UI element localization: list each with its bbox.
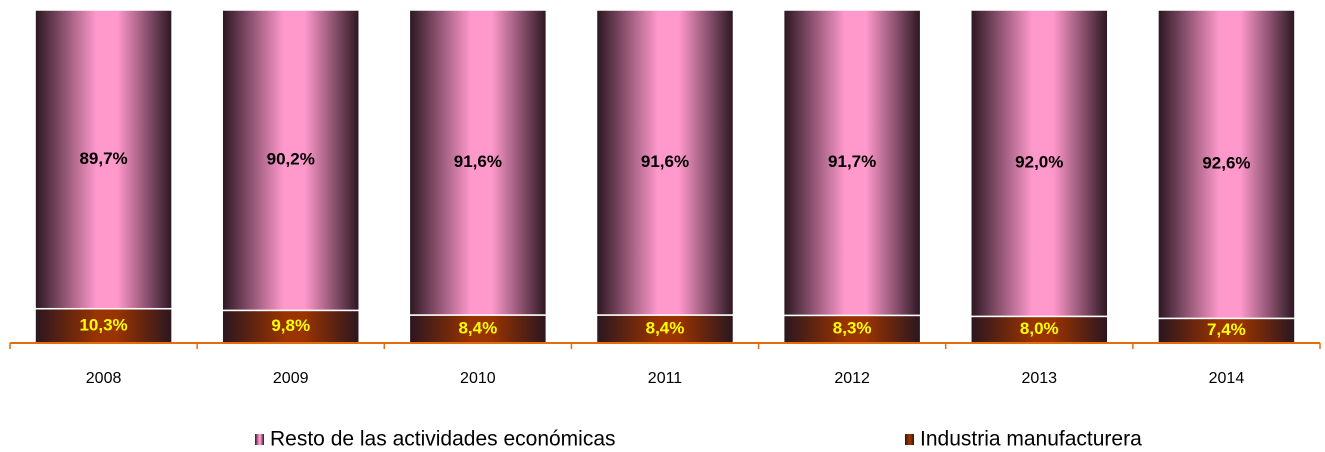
x-tick-label: 2008 [86, 370, 122, 387]
bar-segment [595, 9, 735, 316]
legend-label: Industria manufacturera [920, 428, 1142, 451]
x-tick-label: 2009 [273, 370, 309, 387]
x-tick-label: 2012 [834, 370, 870, 387]
data-label: 8,0% [1020, 319, 1059, 338]
data-label: 91,7% [828, 152, 876, 171]
bar-segment [408, 9, 548, 316]
legend-label: Resto de las actividades económicas [270, 428, 616, 451]
bar-segment [1157, 9, 1296, 320]
data-label: 9,8% [271, 316, 310, 335]
data-label: 8,3% [833, 319, 872, 338]
bar-segment [970, 315, 1109, 344]
bar-segment [34, 9, 173, 310]
data-label: 91,6% [454, 152, 502, 171]
data-label: 89,7% [79, 149, 127, 168]
bar-segment [970, 9, 1109, 318]
legend-swatch [255, 434, 264, 445]
x-tick-label: 2011 [648, 370, 683, 387]
bar-segment [34, 307, 173, 344]
bar-segment [221, 9, 360, 312]
data-label: 8,4% [646, 318, 685, 337]
bar-segment [782, 9, 922, 317]
data-label: 8,4% [458, 318, 497, 337]
data-label: 92,0% [1015, 153, 1063, 172]
data-label: 92,6% [1202, 154, 1250, 173]
data-label: 7,4% [1207, 320, 1246, 339]
data-label: 91,6% [641, 152, 689, 171]
data-label: 10,3% [79, 315, 127, 334]
legend-swatch [905, 434, 914, 445]
x-tick-label: 2013 [1021, 370, 1057, 387]
data-label: 90,2% [267, 150, 315, 169]
x-tick-label: 2010 [460, 370, 496, 387]
x-tick-label: 2014 [1209, 370, 1245, 387]
